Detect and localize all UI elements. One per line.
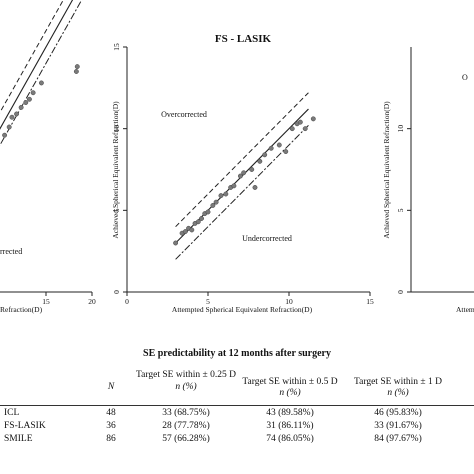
header-within-1: Target SE within ± 1 D <box>353 377 443 387</box>
data-point <box>38 80 44 86</box>
table-title: SE predictability at 12 months after sur… <box>143 348 331 359</box>
data-point <box>276 142 282 148</box>
table-rule <box>0 405 474 406</box>
x-tick-label: 10 <box>285 297 293 306</box>
y-tick-label: 10 <box>112 125 121 133</box>
data-point <box>237 173 243 179</box>
data-point <box>310 116 316 122</box>
row-label: ICL <box>4 408 20 418</box>
y-tick-label: 0 <box>112 290 121 294</box>
data-point <box>195 219 201 225</box>
data-point <box>6 124 12 130</box>
data-point <box>252 185 258 190</box>
x-tick-label: 15 <box>366 297 374 306</box>
data-point <box>223 191 229 197</box>
annotation-overcorrected: Overcorrected <box>161 110 207 119</box>
data-point <box>30 90 36 96</box>
header-n: N <box>107 382 115 392</box>
panel-icl: 15 20 Refraction(D) rrected <box>0 0 96 314</box>
data-point <box>289 126 295 132</box>
data-point <box>210 202 216 208</box>
data-point <box>23 100 29 105</box>
data-point <box>199 216 204 221</box>
row-within-1: 33 (91.67%) <box>374 421 422 431</box>
y-tick-label: 5 <box>396 208 405 212</box>
data-point <box>189 227 195 233</box>
data-point <box>26 96 32 102</box>
lower-bound-line <box>175 125 309 260</box>
data-point <box>241 170 247 176</box>
row-within-025: 57 (66.28%) <box>162 434 210 444</box>
data-point <box>283 149 289 154</box>
row-n: 48 <box>106 408 116 418</box>
y-tick-label: 0 <box>396 290 405 294</box>
annotation-overcorrected: O <box>462 73 468 82</box>
data-point <box>218 193 224 199</box>
data-point <box>231 183 237 189</box>
annotation-undercorrected: rrected <box>0 247 22 256</box>
data-point <box>302 126 308 132</box>
x-axis-label: Refraction(D) <box>0 305 43 314</box>
row-within-1: 46 (95.83%) <box>374 408 422 418</box>
y-axis-label: Achieved Spherical Equivalent Refraction… <box>382 101 391 239</box>
data-point <box>9 114 15 120</box>
data-point <box>173 240 179 246</box>
x-tick-label: 20 <box>88 297 96 306</box>
y-tick-label: 5 <box>112 208 121 212</box>
data-point <box>2 132 8 138</box>
row-label: SMILE <box>4 434 33 444</box>
data-point <box>297 119 303 125</box>
data-point <box>74 64 80 70</box>
panel-fs-lasik: FS - LASIK 0 5 10 15 0 5 10 15 Achieved Spheri… <box>111 33 374 314</box>
row-label: FS-LASIK <box>4 421 46 431</box>
row-n: 86 <box>106 434 116 444</box>
annotation-undercorrected: Undercorrected <box>242 234 292 243</box>
data-point <box>262 152 268 158</box>
row-within-025: 28 (77.78%) <box>162 421 210 431</box>
panel-title: FS - LASIK <box>215 33 272 45</box>
row-within-1: 84 (97.67%) <box>374 434 422 444</box>
row-within-05: 31 (86.11%) <box>266 421 314 431</box>
data-point <box>257 158 263 164</box>
data-point <box>182 229 188 235</box>
lower-bound-line <box>0 0 83 147</box>
x-axis-label: Attem <box>456 305 474 314</box>
data-point <box>14 111 20 117</box>
header-within-05: Target SE within ± 0.5 D <box>242 377 338 387</box>
y-tick-label: 10 <box>396 125 405 133</box>
header-within-05-sub: n (%) <box>279 388 301 398</box>
y-axis-label: Achieved Spherical Equivalent Refraction… <box>111 101 120 239</box>
x-tick-label: 15 <box>42 297 50 306</box>
y-tick-label: 15 <box>112 43 121 51</box>
data-point <box>249 167 255 172</box>
row-n: 36 <box>106 421 116 431</box>
x-tick-label: 5 <box>206 297 210 306</box>
data-point <box>268 145 274 151</box>
header-within-1-sub: n (%) <box>387 388 409 398</box>
row-within-05: 74 (86.05%) <box>266 434 314 444</box>
data-point <box>73 69 79 74</box>
x-tick-label: 0 <box>125 297 129 306</box>
data-point <box>205 209 211 215</box>
panel-smile: 0 5 10 Achieved Spherical Equivalent Refra… <box>382 47 474 314</box>
header-within-025: Target SE within ± 0.25 D <box>136 370 236 380</box>
data-point <box>213 199 219 205</box>
row-within-025: 33 (68.75%) <box>162 408 210 418</box>
x-axis-label: Attempted Spherical Equivalent Refractio… <box>172 305 313 314</box>
row-within-05: 43 (89.58%) <box>266 408 314 418</box>
data-point <box>18 104 24 110</box>
header-within-025-sub: n (%) <box>175 382 197 392</box>
identity-line <box>0 0 74 130</box>
